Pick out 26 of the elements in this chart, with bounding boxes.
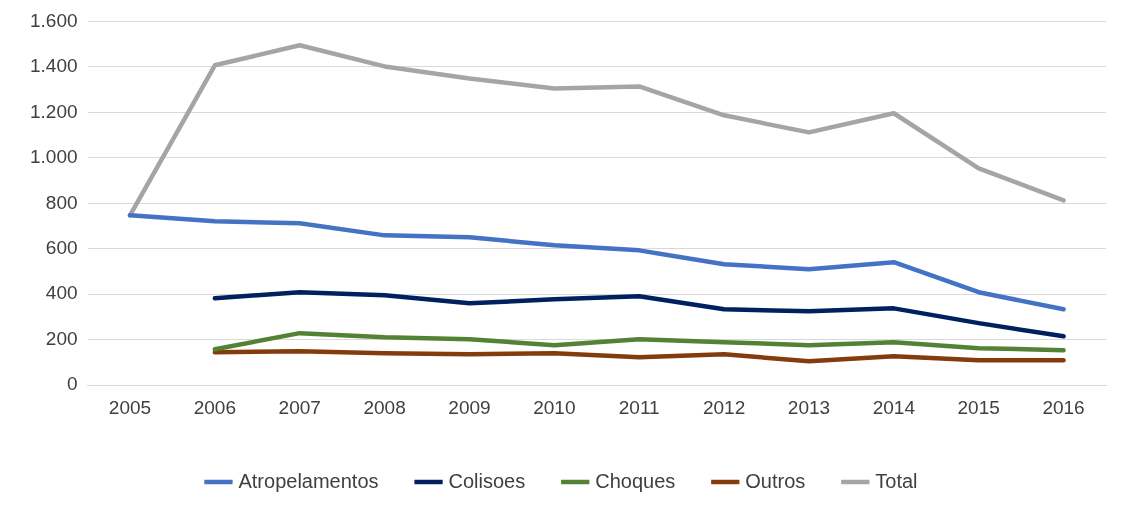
y-tick-label: 0 [66, 373, 78, 395]
x-tick-label: 2010 [533, 396, 576, 418]
y-tick-label: 1.600 [30, 9, 78, 31]
legend-label: Choques [595, 469, 676, 492]
y-tick-label: 1.000 [30, 146, 78, 168]
x-tick-label: 2013 [787, 396, 831, 418]
y-tick-label: 400 [45, 282, 78, 304]
x-tick-label: 2009 [448, 396, 491, 418]
y-tick-label: 1.200 [30, 100, 78, 122]
legend-label: Total [875, 469, 918, 492]
x-tick-label: 2015 [957, 396, 1000, 418]
x-tick-label: 2005 [108, 396, 152, 418]
x-tick-label: 2012 [702, 396, 746, 418]
x-tick-label: 2006 [193, 396, 236, 418]
legend-label: Atropelamentos [238, 469, 379, 492]
x-tick-label: 2014 [872, 396, 916, 418]
legend-label: Colisoes [448, 469, 526, 492]
x-tick-label: 2008 [363, 396, 406, 418]
x-tick-label: 2007 [278, 396, 321, 418]
x-tick-label: 2016 [1042, 396, 1085, 418]
y-tick-label: 200 [45, 327, 78, 349]
y-tick-label: 1.400 [30, 55, 78, 77]
y-tick-label: 600 [45, 237, 78, 259]
y-tick-label: 800 [45, 191, 78, 213]
legend-label: Outros [745, 469, 806, 492]
x-tick-label: 2011 [618, 396, 660, 418]
